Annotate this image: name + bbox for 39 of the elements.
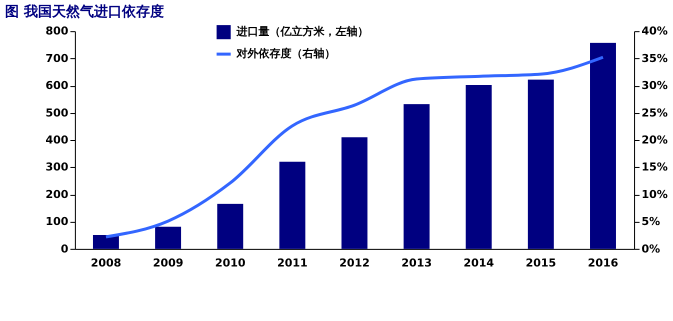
- bar: [404, 104, 430, 249]
- bar: [92, 234, 119, 249]
- y-tick-label: 200: [45, 188, 69, 201]
- legend-label: 对外依存度（右轴）: [236, 47, 336, 60]
- y-tick-label: 800: [45, 24, 69, 38]
- y-tick-label: 600: [45, 79, 69, 92]
- y-tick-label: 100: [45, 215, 69, 228]
- x-tick-label: 2012: [339, 256, 370, 270]
- bar: [466, 85, 492, 249]
- x-tick-label: 2011: [277, 256, 308, 270]
- y2-tick-label: 15%: [642, 160, 668, 174]
- bar: [590, 42, 616, 249]
- chart-title: 图 我国天然气进口依存度: [5, 3, 164, 20]
- bar: [341, 137, 368, 249]
- bar: [528, 80, 554, 249]
- bar: [279, 162, 306, 249]
- x-tick-label: 2013: [401, 256, 432, 270]
- x-tick-label: 2010: [214, 256, 246, 270]
- legend-label: 进口量（亿立方米，左轴）: [236, 25, 369, 38]
- y-tick-label: 300: [45, 160, 69, 174]
- y-tick-label: 400: [45, 133, 69, 146]
- y2-tick-label: 40%: [642, 24, 668, 38]
- bar: [217, 204, 244, 249]
- y2-tick-label: 10%: [642, 188, 668, 201]
- y2-tick-label: 5%: [642, 215, 660, 228]
- bar: [155, 226, 182, 249]
- x-tick-label: 2009: [152, 256, 184, 270]
- y-tick-label: 0: [60, 242, 69, 256]
- y2-tick-label: 25%: [642, 106, 668, 120]
- x-tick-label: 2016: [588, 256, 619, 270]
- y2-tick-label: 0%: [642, 242, 660, 256]
- y-tick-label: 700: [45, 52, 69, 65]
- x-tick-label: 2008: [90, 256, 122, 270]
- x-tick-label: 2015: [526, 256, 556, 270]
- y-tick-label: 500: [45, 106, 69, 120]
- y2-tick-label: 30%: [642, 79, 668, 92]
- y2-tick-label: 20%: [642, 133, 668, 146]
- y2-tick-label: 35%: [642, 52, 668, 65]
- x-tick-label: 2014: [463, 256, 494, 270]
